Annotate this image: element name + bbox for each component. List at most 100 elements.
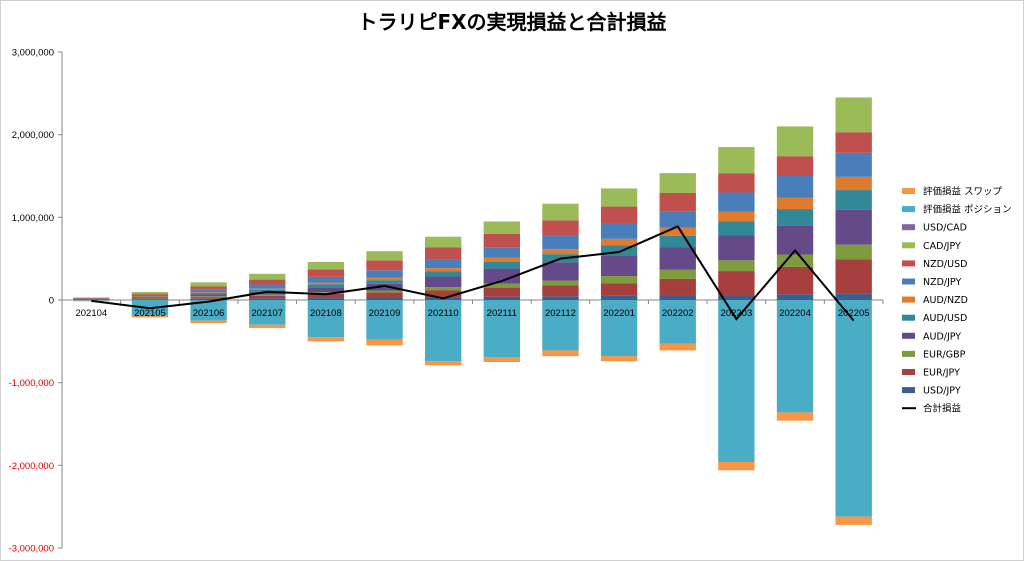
bar-segment [307, 261, 345, 270]
legend-label: USD/CAD [923, 223, 967, 234]
legend-swatch [902, 296, 915, 303]
bar-segment [190, 294, 227, 297]
bar-segment [131, 293, 169, 295]
legend-label: 評価損益 スワップ [923, 186, 1003, 198]
bar-segment [366, 297, 403, 300]
x-tick-label: 202202 [662, 308, 694, 319]
x-tick-label: 202205 [838, 308, 870, 319]
bar-segment [483, 257, 521, 262]
bar-segment [249, 288, 286, 290]
legend-label: 合計損益 [923, 403, 962, 415]
bar-segment [718, 260, 755, 272]
bar-segment [718, 295, 755, 300]
bar-segment [190, 298, 227, 300]
bar-segment [424, 247, 462, 260]
bar-segment [190, 289, 227, 293]
legend-swatch [902, 350, 915, 357]
bar-segment [718, 235, 755, 261]
bar-segment [835, 293, 872, 300]
bar-segment [835, 97, 872, 133]
legend-swatch [902, 369, 915, 375]
legend-label: AUD/JPY [923, 331, 961, 342]
y-tick-label: 3,000,000 [12, 48, 54, 59]
bar-segment [131, 315, 169, 318]
bar-segment [835, 300, 872, 517]
legend-swatch [902, 242, 915, 249]
legend-label: USD/JPY [923, 386, 961, 397]
bar-segment [542, 262, 579, 281]
bar-segment [307, 276, 345, 283]
bar-segment [366, 280, 403, 284]
x-tick-label: 202112 [545, 308, 576, 319]
bar-segment [483, 268, 521, 284]
bar-segment [600, 276, 638, 284]
bar-segment [718, 300, 755, 463]
legend-label: EUR/GBP [923, 349, 966, 360]
x-tick-label: 202106 [193, 308, 225, 319]
bar-segment [542, 300, 579, 351]
bar-segment [776, 412, 814, 421]
bar-segment [366, 277, 403, 281]
bar-segment [424, 361, 462, 366]
bar-segment [366, 260, 403, 271]
bar-segment [366, 300, 403, 340]
bar-segment [718, 211, 755, 222]
bar-segment [542, 220, 579, 236]
bar-segment [249, 279, 286, 285]
bar-segment [131, 296, 169, 297]
legend-label: EUR/JPY [923, 368, 960, 379]
bar-segment [73, 300, 110, 301]
bar-segment [776, 294, 814, 300]
bar-segment [835, 132, 872, 153]
x-tick-label: 202109 [369, 308, 401, 319]
bar-segment [131, 297, 169, 299]
bar-segment [190, 292, 227, 293]
bar-segment [776, 300, 814, 413]
bar-segment [835, 259, 872, 294]
bar-segment [366, 283, 403, 291]
bar-segment [659, 247, 696, 270]
bar-segment [659, 173, 696, 193]
bar-segment [424, 236, 462, 248]
legend-label: CAD/JPY [923, 241, 961, 252]
bar-segment [131, 297, 169, 298]
bar-segment [600, 356, 638, 362]
bar-segment [659, 278, 696, 296]
x-tick-label: 202107 [251, 308, 283, 319]
bar-segment [776, 209, 814, 226]
legend-label: AUD/NZD [923, 295, 968, 306]
bar-segment [835, 190, 872, 210]
bar-segment [600, 300, 638, 357]
chart-title: トラリピFXの実現損益と合計損益 [357, 10, 667, 34]
bar-segment [718, 192, 755, 212]
x-tick-label: 202104 [75, 308, 107, 319]
bar-segment [424, 268, 462, 272]
bar-segment [307, 300, 345, 338]
bar-segment [131, 298, 169, 300]
bar-segment [131, 294, 169, 297]
bar-segment [835, 152, 872, 177]
bar-segment [483, 300, 521, 358]
bar-segment [307, 284, 345, 288]
legend-label: NZD/JPY [923, 277, 961, 288]
bar-segment [776, 266, 814, 295]
bar-segment [483, 247, 521, 258]
bar-segment [249, 284, 286, 289]
bar-segment [73, 298, 110, 299]
bar-segment [190, 292, 227, 295]
bar-segment [249, 324, 286, 329]
bar-segment [600, 295, 638, 300]
y-tick-label: 2,000,000 [12, 130, 54, 141]
bar-segment [600, 245, 638, 256]
bar-segment [307, 282, 345, 285]
bar-segment [483, 357, 521, 362]
x-tick-label: 202111 [487, 308, 517, 319]
bar-segment [424, 300, 462, 362]
bar-segment [307, 292, 345, 294]
bar-segment [776, 126, 814, 157]
bar-segment [366, 292, 403, 298]
bar-segment [249, 294, 286, 296]
bar-segment [73, 298, 110, 300]
bar-segment [190, 297, 227, 299]
